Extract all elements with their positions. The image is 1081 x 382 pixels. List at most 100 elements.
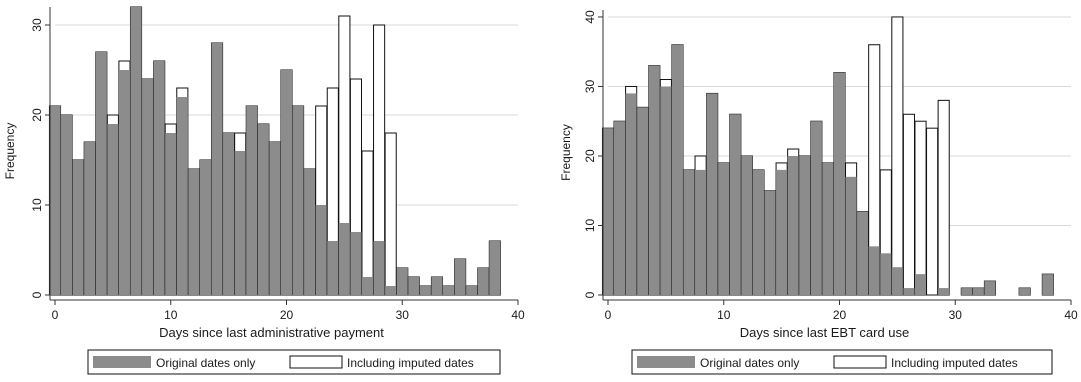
chart-panel-left: 0 10 20 30 40 0 10 20 30 Days since last adminis… [3, 6, 525, 375]
bar-original [118, 70, 131, 295]
legend-label-original: Original dates only [700, 356, 799, 370]
y-tick-label: 30 [30, 18, 44, 32]
bar-original [489, 241, 501, 295]
x-tick-label: 40 [1064, 308, 1078, 322]
y-tick-label: 0 [30, 291, 44, 298]
bar-original [660, 86, 672, 296]
bar-original [304, 169, 316, 295]
bar-original [431, 277, 443, 295]
bar-original [833, 72, 846, 295]
bar-original [350, 232, 362, 295]
bar-original [454, 259, 466, 295]
bar-original [741, 155, 753, 295]
bar-original [269, 142, 281, 295]
bar-original [49, 106, 61, 295]
legend-swatch-imputed [833, 355, 887, 369]
bar-original [706, 93, 718, 295]
legend-swatch-original [93, 356, 151, 368]
bar-original [671, 44, 684, 295]
bar-original [1042, 274, 1054, 295]
bar-original [246, 106, 258, 295]
bar-original [914, 274, 927, 295]
bar-original [845, 176, 857, 295]
axes: 0 10 20 30 40 0 10 20 30 40 [583, 10, 1078, 322]
x-tick-label: 10 [717, 308, 731, 322]
bar-original [107, 124, 119, 295]
bar-original [327, 241, 339, 295]
bar-original [373, 241, 385, 295]
bar-original [776, 169, 788, 295]
y-tick-label: 30 [583, 79, 597, 93]
bar-original [718, 162, 730, 295]
x-tick-label: 10 [164, 308, 178, 322]
bar-original [361, 277, 374, 295]
bar-original [315, 205, 327, 295]
x-tick-label: 0 [605, 308, 612, 322]
bar-original [153, 61, 165, 295]
bar-original [234, 151, 246, 295]
legend: Original dates only Including imputed da… [87, 349, 501, 375]
bar-original [385, 286, 397, 295]
bar-original [822, 162, 834, 295]
bars [48, 6, 501, 296]
bar-original [972, 288, 984, 295]
y-axis-label: Frequency [559, 124, 573, 181]
bar-original [466, 286, 478, 295]
x-tick-label: 20 [833, 308, 847, 322]
bar-original [614, 121, 626, 295]
bar-original [408, 277, 420, 295]
bar-original [752, 169, 765, 295]
bar-original [857, 211, 869, 295]
bar-original [810, 121, 822, 295]
y-tick-label: 20 [583, 149, 597, 163]
y-tick-label: 10 [583, 218, 597, 232]
bar-original [84, 142, 96, 295]
bar-original [130, 7, 142, 295]
bar-original [648, 65, 660, 295]
legend-swatch-original [637, 356, 695, 368]
bar-imputed [926, 127, 939, 296]
bar-original [787, 155, 799, 295]
bar-imputed [891, 16, 904, 296]
bar-original [211, 43, 223, 295]
y-tick-label: 0 [583, 291, 597, 298]
legend: Original dates only Including imputed da… [631, 349, 1053, 375]
bar-imputed [361, 150, 374, 296]
axes: 0 10 20 30 40 0 10 20 30 [30, 7, 525, 322]
bar-original [419, 286, 431, 295]
bar-original [188, 169, 200, 295]
legend-label-imputed: Including imputed dates [347, 356, 474, 370]
bar-imputed [384, 132, 397, 296]
x-tick-label: 30 [396, 308, 410, 322]
bar-original [880, 253, 892, 295]
bar-original [199, 160, 212, 295]
bar-original [891, 267, 903, 295]
bar-original [338, 223, 350, 295]
bar-original [1019, 288, 1031, 295]
legend-swatch-imputed [289, 355, 343, 369]
bar-original [95, 52, 107, 295]
x-tick-label: 30 [949, 308, 963, 322]
bar-original [292, 106, 304, 295]
bar-original [729, 114, 741, 295]
bar-original [602, 128, 614, 295]
y-tick-label: 20 [30, 108, 44, 122]
x-tick-label: 20 [280, 308, 294, 322]
x-axis-label: Days since last EBT card use [740, 325, 910, 340]
bar-original [165, 133, 177, 295]
bar-original [764, 190, 776, 295]
chart-panel-right: 0 10 20 30 40 0 10 20 30 40 Days since last EBT c… [559, 10, 1078, 375]
bar-original [961, 288, 973, 295]
bar-original [280, 70, 293, 295]
legend-label-imputed: Including imputed dates [891, 356, 1018, 370]
bar-original [637, 107, 649, 295]
bar-original [396, 268, 408, 295]
bar-original [799, 155, 811, 295]
bar-imputed [902, 113, 916, 296]
bar-original [477, 268, 489, 295]
bar-original [223, 133, 235, 295]
bar-original [176, 97, 188, 295]
bar-original [625, 93, 637, 295]
